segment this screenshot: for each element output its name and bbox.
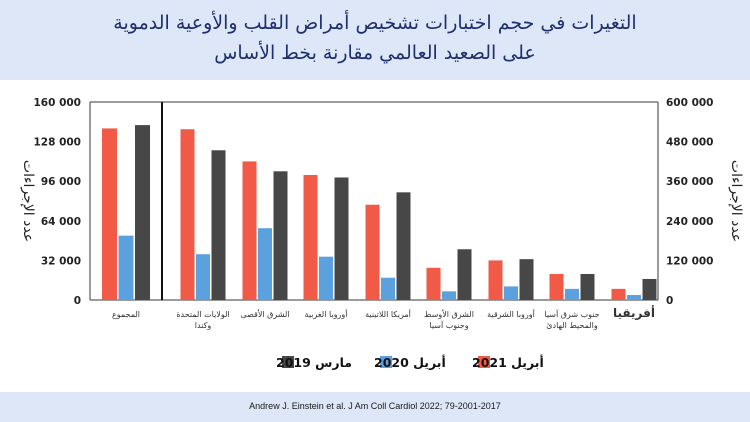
page-title: التغيرات في حجم اختبارات تشخيص أمراض الق…: [113, 12, 637, 34]
page-subtitle: على الصعيد العالمي مقارنة بخط الأساس: [214, 42, 536, 64]
y-tick-right: 480 000: [666, 137, 714, 149]
bar: [504, 286, 518, 300]
legend-label: مارس 2019: [276, 355, 352, 370]
bar: [396, 192, 411, 300]
bar: [334, 177, 349, 300]
y-tick-right: 0: [666, 295, 673, 307]
y-tick-left: 64 000: [41, 216, 81, 228]
bar: [242, 161, 257, 300]
bar: [426, 267, 441, 300]
bar: [442, 291, 456, 300]
legend-swatch: [478, 356, 490, 368]
footer: Andrew J. Einstein et al. J Am Coll Card…: [0, 392, 750, 422]
bar: [565, 288, 579, 300]
x-tick-label: الشرق الأقصى: [240, 309, 289, 319]
y-tick-right: 600 000: [666, 97, 714, 109]
y-tick-left: 160 000: [34, 97, 82, 109]
x-tick-label: وكندا: [195, 321, 212, 330]
x-tick-label: جنوب شرق آسيا: [544, 309, 599, 319]
bar: [365, 204, 380, 300]
bar: [642, 278, 657, 300]
chart-area: 0 32 000 64 000 96 000 128 000 160 000 0 120 00…: [0, 80, 750, 392]
x-tick-label: أفريقيا: [613, 305, 655, 320]
bar: [196, 254, 210, 300]
bar: [519, 259, 534, 300]
bar: [273, 171, 288, 300]
y-axis-label-left: عدد الإجراءات: [20, 160, 36, 242]
bar: [303, 175, 318, 300]
bar: [258, 228, 272, 300]
bar: [580, 274, 595, 300]
x-tick-label: أوروبا الغربية: [305, 309, 348, 319]
x-tick-label: أوروبا الشرقية: [487, 309, 535, 319]
x-tick-label: الولايات المتحدة: [176, 310, 229, 319]
y-tick-right: 120 000: [666, 255, 714, 267]
x-tick-label: أمريكا اللاتينية: [365, 309, 411, 319]
y-tick-left: 0: [74, 295, 81, 307]
y-tick-right: 240 000: [666, 216, 714, 228]
bar-chart: 0 32 000 64 000 96 000 128 000 160 000 0 120 00…: [20, 97, 744, 370]
y-tick-right: 360 000: [666, 176, 714, 188]
citation: Andrew J. Einstein et al. J Am Coll Card…: [249, 401, 501, 411]
x-tick-label: المجموع: [112, 310, 140, 319]
bar: [118, 235, 134, 300]
bar: [180, 129, 195, 300]
bar: [381, 277, 395, 300]
y-tick-left: 96 000: [41, 176, 81, 188]
bar: [488, 260, 503, 300]
bar: [627, 295, 641, 300]
legend-label: أبريل 2021: [472, 354, 544, 370]
bar: [319, 256, 333, 300]
header: التغيرات في حجم اختبارات تشخيص أمراض الق…: [0, 0, 750, 80]
bar: [549, 274, 564, 300]
y-axis-label-right: عدد الإجراءات: [728, 160, 744, 242]
legend-swatch: [380, 356, 392, 368]
x-tick-label: الشرق الأوسط: [424, 309, 474, 319]
bar: [611, 288, 626, 300]
bar: [135, 125, 150, 300]
x-tick-label: وجنوب آسيا: [429, 320, 468, 330]
y-tick-left: 32 000: [41, 255, 81, 267]
bar: [102, 128, 117, 300]
bar: [211, 150, 226, 300]
bar: [457, 249, 472, 300]
x-tick-label: والمحيط الهادئ: [546, 321, 598, 330]
y-tick-left: 128 000: [34, 137, 82, 149]
legend-label: أبريل 2020: [374, 354, 446, 370]
legend-swatch: [282, 356, 294, 368]
